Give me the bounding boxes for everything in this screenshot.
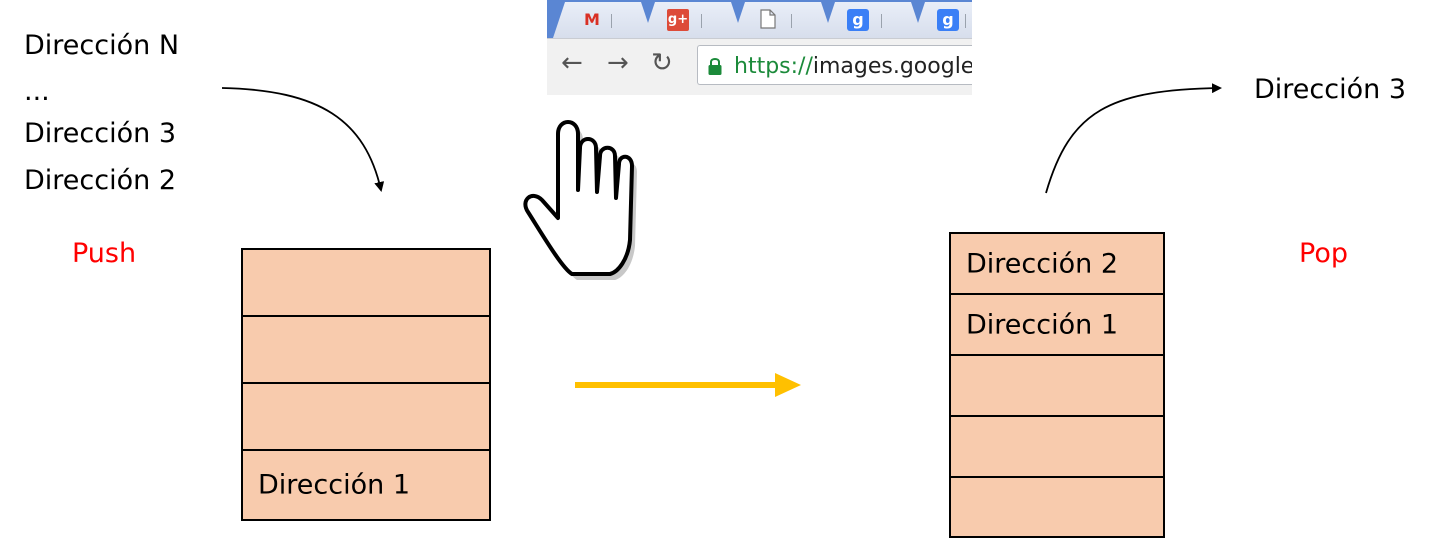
url-text: https://images.google — [734, 54, 972, 79]
push-stack-cell — [243, 384, 489, 451]
transition-arrow — [575, 373, 801, 397]
tab-strip: M g+ g g — [547, 0, 972, 38]
tab-google-2[interactable]: g — [913, 2, 972, 38]
reload-icon[interactable]: ↻ — [651, 48, 673, 78]
push-stack-cell: Dirección 1 — [243, 451, 489, 519]
pop-stack-cell: Dirección 2 — [951, 234, 1163, 295]
back-arrow-icon[interactable]: ← — [561, 48, 583, 78]
tab-google-plus[interactable]: g+ — [643, 2, 743, 38]
tab-google-1[interactable]: g — [823, 2, 923, 38]
pop-stack-cell — [951, 417, 1163, 478]
queue-ellipsis: ... — [24, 76, 50, 107]
tab-divider — [965, 14, 966, 28]
pop-label: Pop — [1299, 238, 1348, 269]
address-bar[interactable]: https://images.google — [697, 45, 972, 85]
push-stack-cell — [243, 317, 489, 384]
gmail-icon: M — [584, 10, 600, 29]
url-host: images.google — [812, 54, 972, 79]
google-plus-icon: g+ — [667, 9, 689, 31]
pop-stack-cell: Dirección 1 — [951, 295, 1163, 356]
push-stack-cell — [243, 250, 489, 317]
tab-divider — [701, 14, 702, 28]
queue-item-2: Dirección 2 — [24, 165, 176, 196]
pop-stack-cell-label: Dirección 1 — [966, 309, 1118, 340]
push-stack-cell-label: Dirección 1 — [258, 469, 410, 501]
tab-divider — [791, 14, 792, 28]
forward-arrow-icon[interactable]: → — [607, 48, 629, 78]
google-icon: g — [847, 9, 869, 31]
pop-arrow — [1045, 83, 1222, 194]
google-icon: g — [937, 9, 959, 31]
tab-gmail[interactable]: M — [553, 2, 653, 38]
push-arrow — [221, 87, 385, 192]
blank-page-icon — [757, 9, 779, 31]
pop-stack-cell-label: Dirección 2 — [966, 248, 1118, 279]
tab-divider — [881, 14, 882, 28]
tab-blank[interactable] — [733, 2, 833, 38]
pop-stack: Dirección 2 Dirección 1 — [949, 232, 1165, 538]
hand-cursor-icon — [523, 120, 637, 280]
popped-address: Dirección 3 — [1254, 74, 1406, 105]
push-label: Push — [72, 238, 137, 269]
pop-stack-cell — [951, 356, 1163, 417]
queue-item-n: Dirección N — [24, 30, 180, 61]
push-stack: Dirección 1 — [241, 248, 491, 521]
tab-divider — [611, 14, 612, 28]
browser-snippet: M g+ g g ← → ↻ https://images — [547, 0, 972, 95]
queue-item-3: Dirección 3 — [24, 118, 176, 149]
url-scheme: https:// — [734, 54, 813, 79]
lock-icon — [708, 58, 722, 75]
